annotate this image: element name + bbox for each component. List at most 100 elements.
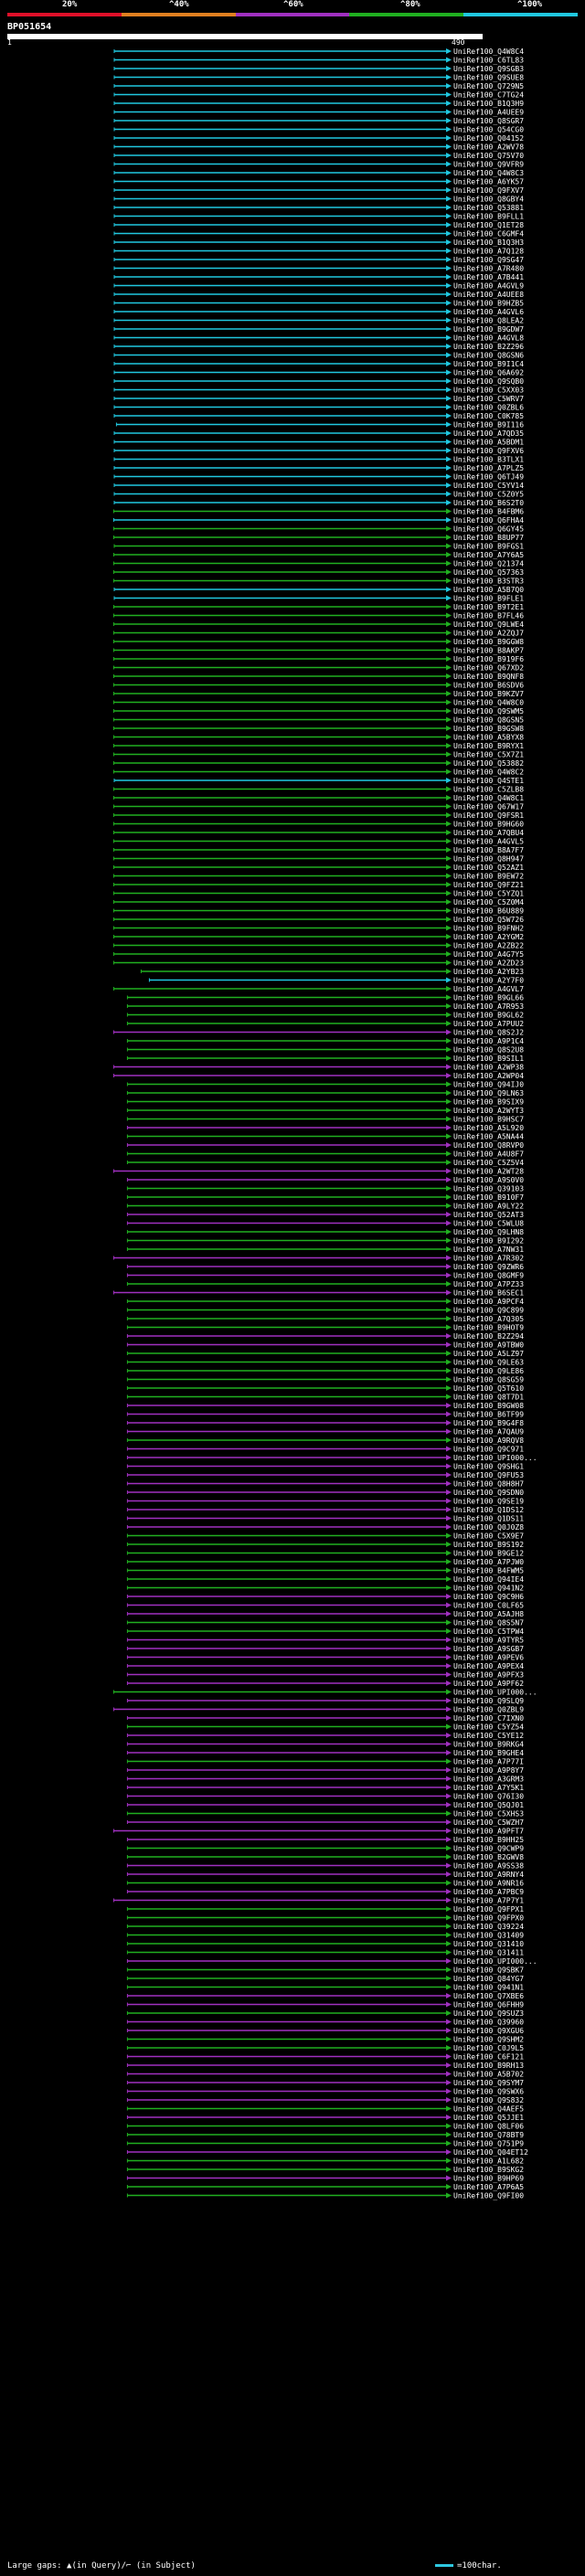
hit-label[interactable]: UniRef100_A2WP04 — [453, 1072, 524, 1080]
hit-label[interactable]: UniRef100_B9GGW8 — [453, 638, 524, 646]
hit-label[interactable]: UniRef100_Q9SLQ9 — [453, 1697, 524, 1705]
hit-label[interactable]: UniRef100_Q76I30 — [453, 1793, 524, 1801]
hit-label[interactable]: UniRef100_B3STR3 — [453, 578, 524, 586]
hit-label[interactable]: UniRef100_A4G7Y5 — [453, 950, 524, 959]
hit-label[interactable]: UniRef100_B9T2E1 — [453, 603, 524, 611]
hit-label[interactable]: UniRef100_A7QBU4 — [453, 829, 524, 837]
hit-label[interactable]: UniRef100_A9PFT7 — [453, 1828, 524, 1836]
hit-label[interactable]: UniRef100_Q8S5N7 — [453, 1619, 524, 1627]
hit-label[interactable]: UniRef100_B9SKG2 — [453, 2166, 524, 2174]
hit-label[interactable]: UniRef100_B2Z296 — [453, 343, 524, 351]
hit-label[interactable]: UniRef100_Q04ET12 — [453, 2148, 528, 2157]
hit-label[interactable]: UniRef100_B9S192 — [453, 1541, 524, 1549]
hit-label[interactable]: UniRef100_Q4AEF5 — [453, 2105, 524, 2114]
hit-label[interactable]: UniRef100_B3TLX1 — [453, 456, 524, 464]
hit-label[interactable]: UniRef100_Q5T610 — [453, 1384, 524, 1393]
hit-label[interactable]: UniRef100_Q39103 — [453, 1185, 524, 1193]
hit-label[interactable]: UniRef100_A5B7Q0 — [453, 586, 524, 594]
hit-label[interactable]: UniRef100_B919F6 — [453, 655, 524, 663]
hit-label[interactable]: UniRef100_Q31410 — [453, 1940, 524, 1948]
hit-label[interactable]: UniRef100_A2WP38 — [453, 1064, 524, 1072]
hit-label[interactable]: UniRef100_A9P1C4 — [453, 1037, 524, 1045]
hit-label[interactable]: UniRef100_Q9SG47 — [453, 256, 524, 264]
hit-label[interactable]: UniRef100_Q8GSN5 — [453, 716, 524, 725]
hit-label[interactable]: UniRef100_Q31411 — [453, 1949, 524, 1957]
hit-label[interactable]: UniRef100_C5YZ54 — [453, 1723, 524, 1732]
hit-label[interactable]: UniRef100_A4GVL7 — [453, 985, 524, 993]
hit-label[interactable]: UniRef100_C5YV14 — [453, 482, 524, 490]
hit-label[interactable]: UniRef100_A4GVL6 — [453, 308, 524, 316]
hit-label[interactable]: UniRef100_Q21374 — [453, 560, 524, 568]
hit-label[interactable]: UniRef100_Q6FHH9 — [453, 2001, 524, 2009]
hit-label[interactable]: UniRef100_Q8SG59 — [453, 1376, 524, 1384]
hit-label[interactable]: UniRef100_A2ZQJ7 — [453, 630, 524, 638]
hit-label[interactable]: UniRef100_B9EW72 — [453, 873, 524, 881]
hit-label[interactable]: UniRef100_B9KZV7 — [453, 690, 524, 698]
hit-label[interactable]: UniRef100_B2GWV8 — [453, 1853, 524, 1861]
hit-label[interactable]: UniRef100_B9HOT9 — [453, 1324, 524, 1332]
hit-label[interactable]: UniRef100_B9GHE4 — [453, 1749, 524, 1757]
hit-label[interactable]: UniRef100_C5X7Z1 — [453, 751, 524, 759]
hit-label[interactable]: UniRef100_Q9SUE8 — [453, 74, 524, 82]
hit-label[interactable]: UniRef100_A5LZ97 — [453, 1350, 524, 1358]
hit-label[interactable]: UniRef100_Q4W8C3 — [453, 169, 524, 177]
hit-label[interactable]: UniRef100_B9HG60 — [453, 821, 524, 829]
hit-label[interactable]: UniRef100_B6U889 — [453, 907, 524, 916]
hit-label[interactable]: UniRef100_Q1DS12 — [453, 1506, 524, 1514]
hit-label[interactable]: UniRef100_Q8GBY4 — [453, 196, 524, 204]
hit-label[interactable]: UniRef100_C5X9E7 — [453, 1532, 524, 1541]
hit-label[interactable]: UniRef100_Q4W8C1 — [453, 794, 524, 802]
hit-label[interactable]: UniRef100_Q9SWM5 — [453, 707, 524, 716]
hit-label[interactable]: UniRef100_Q1ET28 — [453, 221, 524, 229]
hit-label[interactable]: UniRef100_Q9FSR1 — [453, 811, 524, 820]
hit-label[interactable]: UniRef100_B9I116 — [453, 421, 524, 429]
hit-label[interactable]: UniRef100_B9I1C4 — [453, 360, 524, 368]
hit-label[interactable]: UniRef100_Q9LHN8 — [453, 1228, 524, 1236]
hit-label[interactable]: UniRef100_B2Z294 — [453, 1332, 524, 1341]
hit-label[interactable]: UniRef100_Q9SE19 — [453, 1498, 524, 1506]
hit-label[interactable]: UniRef100_C6TL83 — [453, 57, 524, 65]
hit-label[interactable]: UniRef100_A7B441 — [453, 273, 524, 281]
hit-label[interactable]: UniRef100_Q1DS11 — [453, 1515, 524, 1523]
hit-label[interactable]: UniRef100_C5WRV7 — [453, 395, 524, 403]
hit-label[interactable]: UniRef100_B4FWM5 — [453, 1567, 524, 1575]
hit-label[interactable]: UniRef100_Q9FXV7 — [453, 186, 524, 195]
hit-label[interactable]: UniRef100_Q9SYM7 — [453, 2079, 524, 2087]
hit-label[interactable]: UniRef100_A4GVL5 — [453, 838, 524, 846]
hit-label[interactable]: UniRef100_A9PF62 — [453, 1680, 524, 1688]
hit-label[interactable]: UniRef100_Q53881 — [453, 204, 524, 212]
hit-label[interactable]: UniRef100_A9PFX3 — [453, 1671, 524, 1680]
hit-label[interactable]: UniRef100_A9NR16 — [453, 1880, 524, 1888]
hit-label[interactable]: UniRef100_A9SGB7 — [453, 1645, 524, 1653]
hit-label[interactable]: UniRef100_A2YGM2 — [453, 933, 524, 941]
hit-label[interactable]: UniRef100_B9FNH2 — [453, 925, 524, 933]
hit-label[interactable]: UniRef100_Q941N2 — [453, 1585, 524, 1593]
hit-label[interactable]: UniRef100_Q9SBK7 — [453, 1966, 524, 1975]
hit-label[interactable]: UniRef100_A2YB23 — [453, 968, 524, 976]
hit-label[interactable]: UniRef100_A7Y5K1 — [453, 1784, 524, 1792]
hit-label[interactable]: UniRef100_Q39224 — [453, 1923, 524, 1931]
hit-label[interactable]: UniRef100_B8AKP7 — [453, 647, 524, 655]
hit-label[interactable]: UniRef100_B1Q3H9 — [453, 100, 524, 108]
hit-label[interactable]: UniRef100_A3GRM3 — [453, 1776, 524, 1784]
hit-label[interactable]: UniRef100_Q57363 — [453, 568, 524, 577]
hit-label[interactable]: UniRef100_Q8LEA2 — [453, 317, 524, 325]
hit-label[interactable]: UniRef100_B8UP77 — [453, 534, 524, 542]
hit-label[interactable]: UniRef100_B8A7F7 — [453, 846, 524, 854]
hit-label[interactable]: UniRef100_Q9SDN0 — [453, 1489, 524, 1497]
hit-label[interactable]: UniRef100_C5WZH7 — [453, 1818, 524, 1827]
hit-label[interactable]: UniRef100_A9LY22 — [453, 1203, 524, 1211]
hit-label[interactable]: UniRef100_B9RKG4 — [453, 1741, 524, 1749]
hit-label[interactable]: UniRef100_Q9SGB3 — [453, 65, 524, 73]
hit-label[interactable]: UniRef100_UPI000... — [453, 1689, 537, 1697]
hit-label[interactable]: UniRef100_A7PJW0 — [453, 1558, 524, 1566]
hit-label[interactable]: UniRef100_Q0ZBL6 — [453, 404, 524, 412]
hit-label[interactable]: UniRef100_Q9FU53 — [453, 1471, 524, 1479]
hit-label[interactable]: UniRef100_C6F121 — [453, 2053, 524, 2062]
hit-label[interactable]: UniRef100_Q0ZBL9 — [453, 1706, 524, 1714]
hit-label[interactable]: UniRef100_A7Q128 — [453, 248, 524, 256]
hit-label[interactable]: UniRef100_Q5JJE1 — [453, 2114, 524, 2122]
hit-label[interactable]: UniRef100_A7P77I — [453, 1758, 524, 1766]
hit-label[interactable]: UniRef100_Q751P9 — [453, 2140, 524, 2148]
hit-label[interactable]: UniRef100_Q729N5 — [453, 82, 524, 90]
